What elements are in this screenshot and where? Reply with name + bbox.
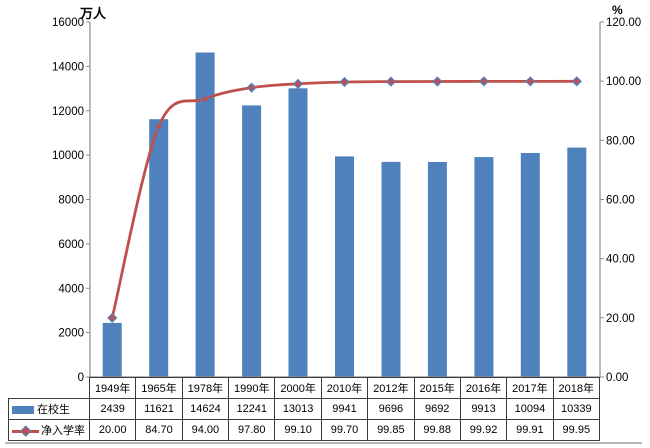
line-marker-8 (478, 76, 489, 87)
value-cell: 20.00 (88, 419, 137, 441)
value-cell: 99.91 (506, 419, 554, 441)
value-cell: 99.95 (552, 419, 601, 441)
value-cell: 2439 (88, 398, 137, 420)
value-cell: 99.70 (320, 419, 369, 441)
bar-2 (195, 52, 215, 377)
left-axis-tick-label: 10000 (52, 150, 84, 162)
value-cell: 97.80 (228, 419, 276, 441)
table-bottom-border (5, 442, 642, 444)
right-axis-tick-label: 40.00 (606, 254, 635, 266)
legend-diamond-icon (20, 425, 32, 437)
right-axis-tick-label: 120.00 (606, 17, 641, 29)
left-axis-title: 万人 (80, 6, 107, 21)
line-marker-5 (339, 76, 350, 88)
legend-label: 在校生 (37, 404, 70, 416)
line-legend-swatch (12, 425, 39, 437)
bar-5 (335, 156, 354, 377)
year-header-cell: 2000年 (274, 377, 322, 399)
value-cell: 14624 (181, 398, 230, 420)
value-cell: 9941 (320, 398, 369, 420)
value-cell: 12241 (228, 398, 276, 420)
line-marker-7 (432, 76, 443, 87)
value-cell: 99.92 (459, 419, 508, 441)
legend-label: 净入学率 (41, 425, 85, 437)
value-cell: 9692 (413, 398, 461, 420)
right-axis-tick-label: 20.00 (606, 313, 635, 325)
year-header-cell: 2012年 (367, 377, 415, 399)
bar-10 (567, 147, 587, 377)
value-cell: 94.00 (181, 419, 230, 441)
bar-7 (427, 162, 447, 377)
legend-cell-0: 在校生 (8, 398, 90, 420)
table-corner-cell (8, 377, 90, 399)
left-axis-tick-label: 6000 (58, 239, 84, 251)
value-cell: 10094 (506, 398, 554, 420)
right-axis-tick-label: 80.00 (606, 135, 635, 147)
year-header-cell: 2016年 (459, 377, 508, 399)
value-cell: 99.85 (367, 419, 415, 441)
legend-cell-1: 净入学率 (8, 419, 90, 441)
year-header-cell: 2018年 (552, 377, 601, 399)
value-cell: 10339 (552, 398, 601, 420)
line-marker-2 (200, 93, 211, 105)
year-header-cell: 2010年 (320, 377, 369, 399)
value-cell: 11621 (135, 398, 183, 420)
value-cell: 9913 (459, 398, 508, 420)
bar-legend-swatch (12, 406, 34, 414)
line-marker-10 (571, 76, 582, 87)
line-marker-1 (153, 121, 164, 132)
bar-9 (520, 153, 540, 377)
right-axis-tick-label: 0.00 (606, 372, 628, 384)
right-axis-tick-label: 100.00 (606, 76, 641, 88)
year-header-cell: 1990年 (228, 377, 276, 399)
left-axis-tick-label: 16000 (52, 17, 84, 29)
left-axis-tick-label: 8000 (58, 195, 84, 207)
year-header-cell: 2017年 (506, 377, 554, 399)
data-table-grid: 1949年 1965年 1978年 1990年 2000年 2010年 2012年 2015年… (8, 377, 601, 441)
year-header-cell: 1965年 (135, 377, 183, 399)
value-cell: 99.10 (274, 419, 322, 441)
line-marker-6 (385, 76, 397, 87)
line-marker-0 (107, 312, 118, 323)
line-marker-3 (246, 82, 257, 93)
right-axis-title: % (612, 3, 623, 17)
value-cell: 13013 (274, 398, 322, 420)
year-header-cell: 2015年 (413, 377, 461, 399)
data-table: 1949年 1965年 1978年 1990年 2000年 2010年 2012年 2015年… (8, 377, 601, 441)
value-cell: 9696 (367, 398, 415, 420)
right-axis-tick-label: 60.00 (606, 195, 635, 207)
bar-1 (149, 119, 169, 377)
left-axis-tick-label: 2000 (58, 328, 84, 340)
left-axis-tick-label: 12000 (52, 106, 84, 118)
left-axis-tick-label: 14000 (52, 61, 84, 73)
bar-0 (102, 322, 122, 377)
year-header-cell: 1978年 (181, 377, 230, 399)
value-cell: 99.88 (413, 419, 461, 441)
year-header-cell: 1949年 (88, 377, 137, 399)
bar-3 (242, 105, 262, 378)
left-axis-tick-label: 4000 (58, 283, 84, 295)
line-marker-4 (292, 78, 304, 89)
value-cell: 84.70 (135, 419, 183, 441)
bar-8 (474, 157, 494, 377)
bar-6 (381, 161, 401, 377)
bar-4 (288, 88, 308, 378)
line-marker-9 (525, 76, 536, 87)
